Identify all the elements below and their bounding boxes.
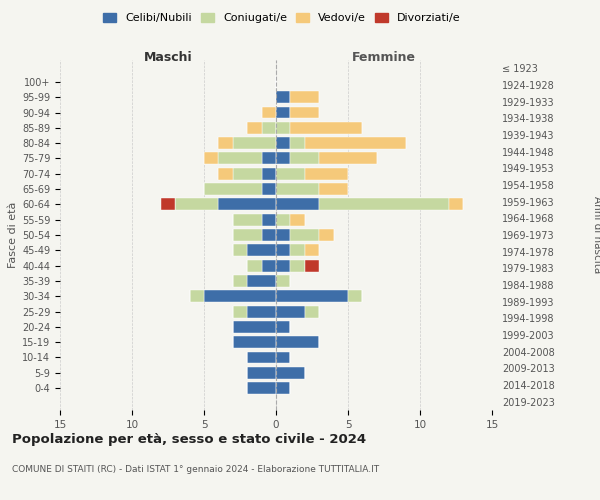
Text: Femmine: Femmine [352,50,416,64]
Bar [233,168,262,179]
Bar [247,352,276,364]
Bar [247,306,276,318]
Bar [276,91,290,103]
Bar [276,106,290,118]
Text: Maschi: Maschi [143,50,193,64]
Bar [276,168,305,179]
Bar [262,214,276,226]
Bar [218,152,262,164]
Bar [290,229,319,241]
Text: COMUNE DI STAITI (RC) - Dati ISTAT 1° gennaio 2024 - Elaborazione TUTTITALIA.IT: COMUNE DI STAITI (RC) - Dati ISTAT 1° ge… [12,466,379,474]
Bar [262,183,276,195]
Bar [233,137,276,149]
Bar [276,367,305,379]
Bar [262,152,276,164]
Bar [262,260,276,272]
Bar [233,321,276,333]
Bar [204,183,262,195]
Bar [276,336,319,348]
Bar [233,244,247,256]
Bar [276,122,290,134]
Bar [276,229,290,241]
Bar [319,152,377,164]
Bar [262,122,276,134]
Bar [290,137,305,149]
Bar [247,260,262,272]
Bar [305,260,319,272]
Bar [276,214,290,226]
Bar [247,275,276,287]
Y-axis label: Fasce di età: Fasce di età [8,202,18,268]
Bar [247,367,276,379]
Bar [233,275,247,287]
Bar [262,229,276,241]
Bar [175,198,218,210]
Bar [218,137,233,149]
Bar [319,229,334,241]
Bar [276,275,290,287]
Bar [233,306,247,318]
Bar [247,382,276,394]
Bar [319,183,348,195]
Bar [305,168,348,179]
Bar [218,198,276,210]
Bar [204,290,276,302]
Bar [218,168,233,179]
Bar [449,198,463,210]
Bar [290,122,362,134]
Bar [290,91,319,103]
Bar [276,260,290,272]
Bar [348,290,362,302]
Bar [276,244,290,256]
Bar [276,137,290,149]
Bar [276,321,290,333]
Bar [276,306,305,318]
Bar [262,106,276,118]
Bar [290,244,305,256]
Bar [276,152,290,164]
Bar [247,122,262,134]
Legend: Celibi/Nubili, Coniugati/e, Vedovi/e, Divorziati/e: Celibi/Nubili, Coniugati/e, Vedovi/e, Di… [99,8,465,28]
Bar [305,244,319,256]
Bar [290,152,319,164]
Bar [290,260,305,272]
Bar [233,336,276,348]
Bar [233,214,262,226]
Bar [290,214,305,226]
Bar [262,168,276,179]
Bar [161,198,175,210]
Bar [276,198,319,210]
Bar [233,229,262,241]
Bar [276,290,348,302]
Text: Anni di nascita: Anni di nascita [592,196,600,274]
Text: Popolazione per età, sesso e stato civile - 2024: Popolazione per età, sesso e stato civil… [12,432,366,446]
Bar [290,106,319,118]
Bar [190,290,204,302]
Bar [247,244,276,256]
Bar [276,352,290,364]
Bar [276,382,290,394]
Bar [276,183,319,195]
Bar [204,152,218,164]
Bar [305,137,406,149]
Bar [305,306,319,318]
Bar [319,198,449,210]
